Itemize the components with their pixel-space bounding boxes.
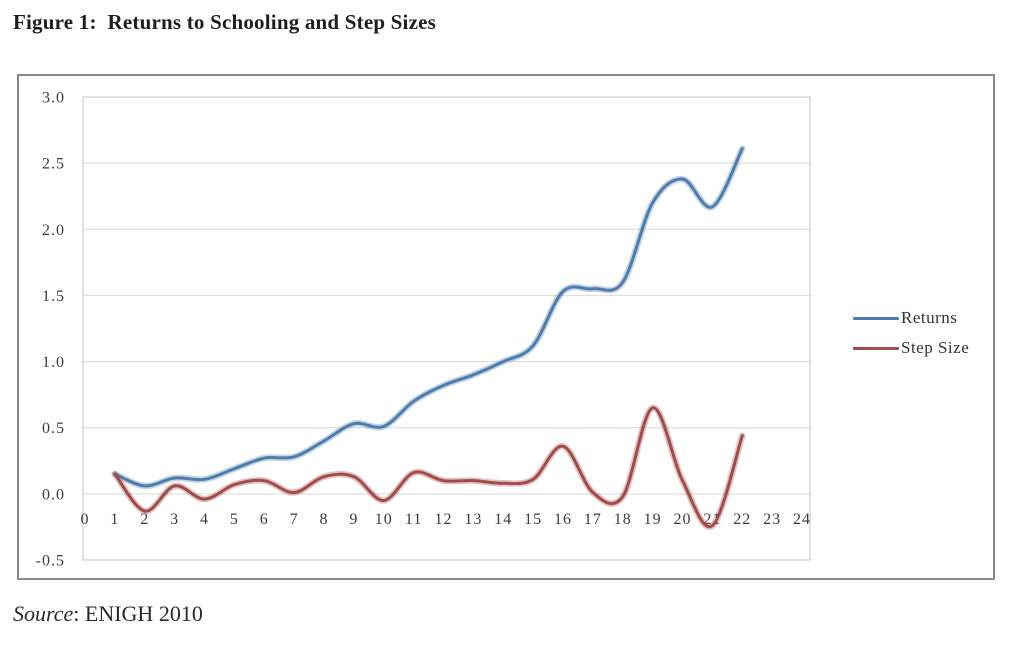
x-tick-label: 10 [375,511,393,528]
x-tick-label: 12 [435,511,453,528]
chart-legend: Returns Step Size [853,303,969,363]
x-tick-label: 3 [170,511,179,528]
x-tick-label: 8 [320,511,329,528]
figure-title: Figure 1: Returns to Schooling and Step … [13,10,437,34]
x-tick-label: 20 [674,511,692,528]
y-tick-label: 2.5 [42,156,65,173]
x-tick-label: 14 [494,511,512,528]
legend-item-step-size: Step Size [853,333,969,363]
line-chart: 3.02.52.01.51.00.50.0-0.50 1 2 3 4 5 6 7 8 9 10 11 1… [36,90,811,570]
y-tick-label: 1.0 [42,354,65,371]
x-tick-label: 15 [524,511,542,528]
source-prefix: Source [13,601,74,626]
x-tick-label: 0 [81,511,90,528]
source-text: : ENIGH 2010 [73,601,203,626]
returns-line-swatch [853,316,899,320]
legend-label-step-size: Step Size [901,338,970,357]
x-tick-label: 23 [763,511,781,528]
x-tick-label: 22 [733,511,751,528]
x-tick-label: 21 [703,511,721,528]
returns-line [113,147,744,488]
y-tick-label: 0.0 [42,486,65,503]
x-tick-label: 17 [584,511,602,528]
y-tick-label: 2.0 [42,222,65,239]
x-tick-label: 18 [614,511,632,528]
x-tick-label: 5 [230,511,239,528]
x-tick-label: 19 [644,511,662,528]
y-tick-label: -0.5 [36,553,65,570]
x-tick-label: 24 [793,511,811,528]
x-tick-label: 6 [260,511,269,528]
chart-area: 3.0 2.5 2.0 1.5 1.0 0.5 0.0 -0.5 0 1 2 3 4 5 6 7 8 9 10 11 1… [17,74,995,580]
x-tick-label: 2 [140,511,149,528]
y-tick-label: 1.5 [42,288,65,305]
source-note: Source: ENIGH 2010 [13,601,203,627]
x-tick-label: 11 [405,511,422,528]
y-tick-label: 0.5 [42,420,65,437]
step-size-line [113,406,744,529]
x-tick-label: 4 [200,511,209,528]
step-size-line-halo [111,404,746,530]
x-tick-label: 9 [349,511,358,528]
legend-item-returns: Returns [853,303,969,333]
x-tick-label: 7 [290,511,299,528]
plot-border [82,96,811,561]
returns-line-halo [111,145,746,490]
x-tick-label: 16 [554,511,572,528]
y-tick-label: 3.0 [42,90,65,107]
x-tick-label: 13 [464,511,482,528]
step-size-line-swatch [853,346,899,350]
x-tick-label: 1 [110,511,119,528]
legend-label-returns: Returns [901,308,958,327]
